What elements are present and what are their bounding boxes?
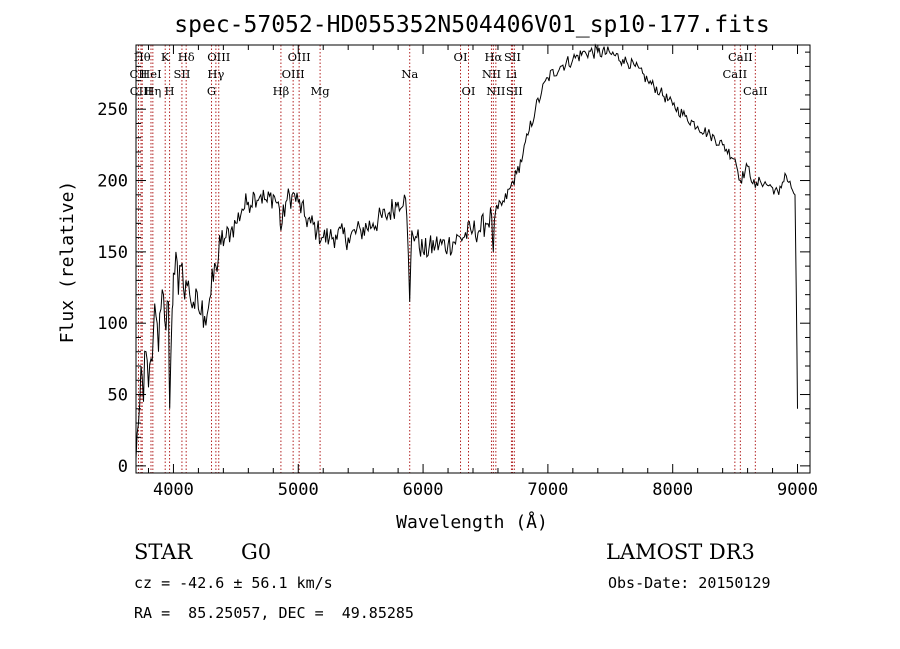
line-marker-label: SII (504, 50, 521, 64)
observation-date: Obs-Date: 20150129 (608, 574, 771, 592)
line-marker-label: Hθ (134, 50, 151, 64)
line-marker-label: NII (482, 67, 501, 81)
line-marker-label: Hη (144, 84, 161, 98)
y-tick-label: 250 (97, 100, 128, 120)
x-axis-label: Wavelength (Å) (396, 511, 548, 533)
line-marker-label: CaII (728, 50, 753, 64)
x-tick-label: 5000 (278, 480, 319, 500)
axis-ticks: 4000 5000 6000 7000 8000 9000 0 50 100 150 200 250 (97, 45, 818, 500)
x-tick-label: 4000 (153, 480, 194, 500)
y-tick-label: 200 (97, 172, 128, 192)
plot-frame (135, 44, 811, 474)
y-tick-label: 0 (118, 457, 128, 477)
object-type: STAR (134, 540, 193, 564)
line-marker-label: K (161, 50, 170, 64)
x-tick-label: 8000 (652, 480, 693, 500)
line-marker-label: OI (462, 84, 476, 98)
line-marker-label: SII (173, 67, 190, 81)
line-marker-label: OIII (282, 67, 305, 81)
x-tick-label: 6000 (403, 480, 444, 500)
line-marker-label: CaII (722, 67, 747, 81)
chart-title: spec-57052-HD055352N504406V01_sp10-177.f… (174, 12, 769, 38)
line-marker-label: Hγ (207, 67, 224, 81)
line-marker-label: CaII (743, 84, 768, 98)
redshift-velocity: cz = -42.6 ± 56.1 km/s (134, 574, 333, 592)
line-marker-label: Mg (311, 84, 331, 98)
line-marker-label: OIII (207, 50, 230, 64)
line-marker-label: Li (506, 67, 518, 81)
survey-name: LAMOST DR3 (606, 540, 755, 564)
line-marker-label: Hδ (178, 50, 195, 64)
line-marker-label: HeI (140, 67, 161, 81)
spectral-subclass: G0 (241, 540, 272, 564)
y-tick-label: 50 (108, 386, 128, 406)
x-tick-label: 9000 (777, 480, 818, 500)
line-marker-label: SII (506, 84, 523, 98)
line-marker-label: CIII (130, 84, 152, 98)
spectrum-series (135, 43, 798, 459)
line-marker-label: Hβ (273, 84, 290, 98)
coordinates: RA = 85.25057, DEC = 49.85285 (134, 604, 414, 622)
spectrum-line (135, 43, 798, 459)
line-marker-label: NII (486, 84, 505, 98)
line-marker-label: OIII (288, 50, 311, 64)
line-marker-label: OI (454, 50, 468, 64)
x-tick-label: 7000 (527, 480, 568, 500)
y-tick-label: 100 (97, 314, 128, 334)
line-marker-label: Hα (484, 50, 502, 64)
line-marker-label: Na (401, 67, 418, 81)
line-marker-label: G (207, 84, 216, 98)
line-marker-label: H (165, 84, 175, 98)
spectrum-chart: spec-57052-HD055352N504406V01_sp10-177.f… (57, 12, 818, 533)
y-tick-label: 150 (97, 243, 128, 263)
line-marker-label: CII (130, 67, 148, 81)
spectral-line-markers (137, 45, 756, 473)
y-axis-label: Flux (relative) (57, 181, 78, 344)
